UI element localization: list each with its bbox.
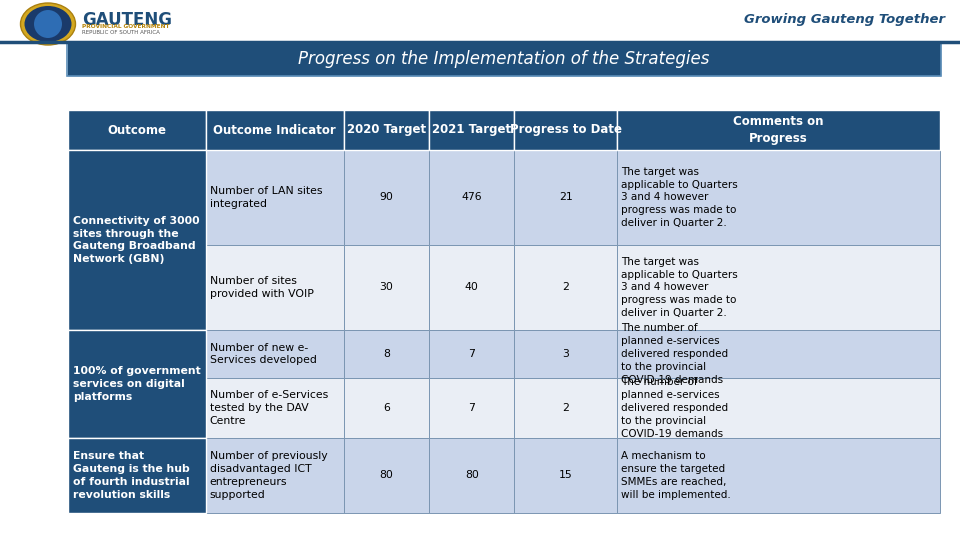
- Ellipse shape: [34, 10, 62, 38]
- Text: 3: 3: [563, 349, 569, 359]
- Bar: [344, 438, 429, 513]
- Bar: [68, 110, 205, 150]
- Text: Connectivity of 3000
sites through the
Gauteng Broadband
Network (GBN): Connectivity of 3000 sites through the G…: [73, 216, 200, 264]
- Text: Number of LAN sites
integrated: Number of LAN sites integrated: [210, 186, 323, 209]
- Ellipse shape: [20, 3, 76, 45]
- Text: 8: 8: [383, 349, 390, 359]
- Text: PROVINCIAL GOVERNMENT: PROVINCIAL GOVERNMENT: [82, 24, 170, 30]
- Bar: [344, 330, 429, 378]
- Text: 80: 80: [379, 470, 394, 481]
- Bar: [68, 43, 940, 75]
- Text: Growing Gauteng Together: Growing Gauteng Together: [744, 14, 945, 26]
- Bar: [205, 150, 344, 245]
- Text: A mechanism to
ensure the targeted
SMMEs are reached,
will be implemented.: A mechanism to ensure the targeted SMMEs…: [621, 451, 732, 500]
- Text: Progress on the Implementation of the Strategies: Progress on the Implementation of the St…: [299, 50, 709, 68]
- Bar: [515, 330, 617, 378]
- Text: 21: 21: [559, 192, 573, 202]
- Text: 2020 Target: 2020 Target: [347, 124, 426, 137]
- Text: 30: 30: [379, 282, 394, 293]
- Bar: [515, 245, 617, 330]
- Text: Progress to Date: Progress to Date: [510, 124, 622, 137]
- Bar: [205, 110, 344, 150]
- Text: The target was
applicable to Quarters
3 and 4 however
progress was made to
deliv: The target was applicable to Quarters 3 …: [621, 167, 738, 228]
- Bar: [515, 110, 617, 150]
- Bar: [68, 438, 205, 513]
- Bar: [68, 150, 205, 330]
- Bar: [67, 42, 941, 76]
- Bar: [344, 378, 429, 438]
- Text: Number of e-Services
tested by the DAV
Centre: Number of e-Services tested by the DAV C…: [210, 390, 328, 426]
- Text: Comments on
Progress: Comments on Progress: [733, 115, 824, 145]
- Bar: [205, 378, 344, 438]
- Bar: [617, 330, 940, 378]
- Text: 15: 15: [559, 470, 573, 481]
- Bar: [429, 150, 515, 245]
- Bar: [617, 438, 940, 513]
- Text: Number of new e-
Services developed: Number of new e- Services developed: [210, 342, 317, 366]
- Text: Outcome Indicator: Outcome Indicator: [213, 124, 336, 137]
- Bar: [617, 150, 940, 245]
- Text: 7: 7: [468, 403, 475, 413]
- Text: 40: 40: [465, 282, 479, 293]
- Bar: [429, 245, 515, 330]
- Text: The number of
planned e-services
delivered responded
to the provincial
COVID-19 : The number of planned e-services deliver…: [621, 323, 729, 384]
- Text: 6: 6: [383, 403, 390, 413]
- Text: GAUTENG: GAUTENG: [82, 11, 172, 29]
- Text: 2021 Target: 2021 Target: [432, 124, 512, 137]
- Bar: [617, 110, 940, 150]
- Bar: [617, 378, 940, 438]
- Bar: [344, 245, 429, 330]
- Bar: [515, 378, 617, 438]
- Text: 2: 2: [563, 282, 569, 293]
- Text: 2: 2: [563, 403, 569, 413]
- Text: REPUBLIC OF SOUTH AFRICA: REPUBLIC OF SOUTH AFRICA: [82, 30, 160, 35]
- Text: Ensure that
Gauteng is the hub
of fourth industrial
revolution skills: Ensure that Gauteng is the hub of fourth…: [73, 451, 190, 500]
- Text: 476: 476: [462, 192, 482, 202]
- Bar: [344, 150, 429, 245]
- Bar: [205, 438, 344, 513]
- Bar: [344, 110, 429, 150]
- Ellipse shape: [25, 6, 71, 42]
- Bar: [68, 330, 205, 438]
- Bar: [429, 378, 515, 438]
- Text: 80: 80: [465, 470, 479, 481]
- Bar: [429, 438, 515, 513]
- Text: 7: 7: [468, 349, 475, 359]
- Bar: [515, 438, 617, 513]
- Text: Number of sites
provided with VOIP: Number of sites provided with VOIP: [210, 276, 314, 299]
- Bar: [429, 110, 515, 150]
- Bar: [617, 245, 940, 330]
- Text: 100% of government
services on digital
platforms: 100% of government services on digital p…: [73, 366, 201, 402]
- Bar: [429, 330, 515, 378]
- Bar: [205, 245, 344, 330]
- Text: The target was
applicable to Quarters
3 and 4 however
progress was made to
deliv: The target was applicable to Quarters 3 …: [621, 257, 738, 318]
- Text: The number of
planned e-services
delivered responded
to the provincial
COVID-19 : The number of planned e-services deliver…: [621, 377, 729, 438]
- Bar: [205, 330, 344, 378]
- Text: 90: 90: [379, 192, 394, 202]
- Text: Outcome: Outcome: [108, 124, 166, 137]
- Text: Number of previously
disadvantaged ICT
entrepreneurs
supported: Number of previously disadvantaged ICT e…: [210, 451, 327, 500]
- Bar: [515, 150, 617, 245]
